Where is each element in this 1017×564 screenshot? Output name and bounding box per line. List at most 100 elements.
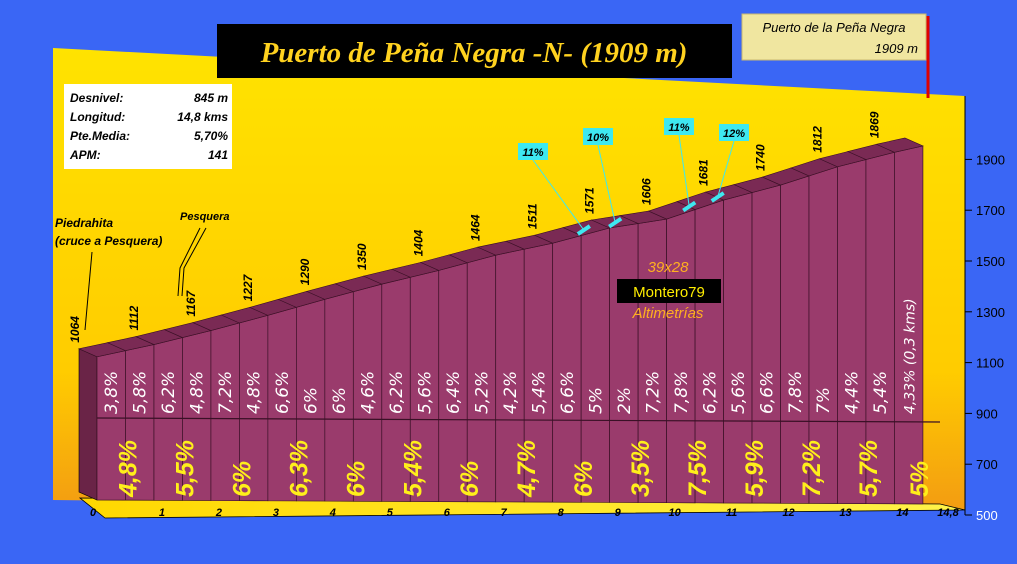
chart-title: Puerto de Peña Negra -N- (1909 m)	[260, 37, 688, 69]
segment-grade-label: 4,33% (0,3 kms)	[903, 298, 919, 414]
ramp-badge	[664, 118, 694, 135]
y-tick-label: 900	[976, 406, 998, 421]
km-grade-label: 6%	[228, 461, 256, 497]
segment-grade-label: 6,4%	[444, 371, 464, 414]
segment-grade-label: 6%	[302, 387, 322, 414]
summit-elevation: 1909 m	[875, 41, 919, 56]
elevation-label: 1869	[867, 111, 881, 138]
y-tick-label: 700	[976, 457, 998, 472]
elevation-label: 1064	[68, 316, 82, 343]
x-tick-label: 10	[668, 507, 681, 519]
profile-bar-top	[875, 137, 924, 153]
profile-side-wall	[78, 348, 98, 501]
stat-value: 5,70%	[194, 129, 228, 143]
stat-label: APM:	[69, 148, 101, 162]
elevation-label: 1290	[298, 258, 312, 285]
km-grade-label: 6%	[342, 461, 370, 497]
x-tick-label: 3	[273, 507, 279, 519]
title-box	[217, 24, 732, 78]
km-grade-label: 6%	[570, 461, 598, 497]
x-tick-label: 5	[387, 507, 394, 519]
stats-list: Desnivel: 845 m Longitud: 14,8 kms Pte.Media…	[69, 91, 228, 162]
x-tick-label: 14,8	[937, 507, 959, 519]
ramp-label: 12%	[723, 128, 745, 140]
x-tick-label: 1	[159, 507, 165, 519]
ramp-badge	[719, 124, 749, 141]
x-tick-label: 12	[782, 507, 794, 519]
km-grade-label: 7,2%	[798, 440, 826, 497]
ramp-pointer	[532, 159, 585, 231]
segment-grade-label: 7,2%	[643, 371, 663, 414]
segment-grade-label: 6,2%	[387, 371, 407, 414]
x-tick-label: 13	[839, 507, 851, 519]
y-tick-label: 1900	[976, 152, 1005, 167]
grade-band-separator	[96, 417, 941, 423]
x-tick-label: 14	[896, 507, 908, 519]
stat-label: Longitud:	[70, 110, 125, 124]
profile-top-surface	[78, 137, 924, 358]
stat-value: 845 m	[194, 91, 228, 105]
elevation-label: 1606	[640, 178, 654, 205]
segment-grade-label: 4,6%	[359, 371, 379, 414]
ramp-label: 11%	[668, 122, 689, 134]
segment-grade-label: 6,2%	[700, 371, 720, 414]
segment-grade-label: 7,2%	[216, 371, 236, 414]
summit-name: Puerto de la Peña Negra	[762, 20, 905, 35]
segment-grade-label: 7,8%	[786, 371, 806, 414]
profile-bars	[78, 145, 941, 505]
ramp-badge	[583, 128, 613, 145]
segment-grade-label: 5%	[586, 387, 606, 414]
km-grade-label: 6,3%	[285, 440, 313, 497]
segment-grade-label: 6%	[330, 387, 350, 414]
y-tick-label: 1500	[976, 254, 1005, 269]
segment-grade-label: 5,2%	[472, 371, 492, 414]
km-grade-label: 5,4%	[399, 440, 427, 497]
x-tick-label: 8	[558, 507, 565, 519]
summit-label-box	[741, 13, 927, 61]
segment-grade-label: 4,2%	[501, 371, 521, 414]
elevation-label: 1511	[526, 203, 540, 229]
segment-grade-label: 7%	[814, 387, 834, 414]
segment-grade-label: 6,6%	[757, 371, 777, 414]
segment-grade-labels: 3,8% 5,8% 6,2% 4,8% 7,2% 4,8% 6,6% 6% 6% 4,6% 6,2%…	[102, 298, 918, 414]
segment-grade-label: 5,6%	[729, 371, 749, 414]
elevation-label: 1681	[697, 159, 711, 186]
elevation-label: 1571	[583, 187, 597, 214]
km-grade-label: 5%	[906, 461, 934, 497]
steep-ramp-markers: 11% 10% 11% 12%	[518, 118, 749, 236]
segment-grade-label: 3,8%	[102, 371, 122, 414]
ramp-badge	[518, 143, 548, 160]
segment-grade-label: 6,6%	[558, 371, 578, 414]
km-grade-label: 7,5%	[684, 440, 712, 497]
elevation-label: 1404	[412, 229, 426, 256]
segment-grade-label: 4,8%	[188, 371, 208, 414]
x-tick-label: 2	[215, 507, 222, 519]
segment-grade-label: 6,2%	[159, 371, 179, 414]
ramp-pointer	[597, 144, 616, 223]
place-piedrahita-sub: (cruce a Pesquera)	[55, 234, 162, 248]
elevation-label: 1112	[127, 305, 141, 330]
x-tick-label: 6	[444, 507, 451, 519]
y-tick-label: 500	[976, 508, 998, 523]
segment-grade-label: 4,8%	[245, 371, 265, 414]
segment-grade-label: 4,4%	[843, 371, 863, 414]
credit-author-box	[617, 279, 721, 303]
x-tick-label: 0	[90, 507, 97, 519]
km-grade-label: 5,7%	[855, 440, 883, 497]
segment-grade-label: 6,6%	[273, 371, 293, 414]
segment-grade-label: 5,4%	[871, 371, 891, 414]
stats-box	[64, 84, 232, 169]
elevation-labels: 1064 1112 1167 1227 1290 1350 1404 1464 1511 1571…	[68, 111, 881, 342]
y-tick-label: 1100	[976, 356, 1004, 371]
x-tick-label: 9	[615, 507, 622, 519]
elevation-label: 1740	[754, 144, 768, 171]
elevation-label: 1464	[469, 214, 483, 241]
credit-author: Montero79	[633, 284, 705, 301]
ramp-label: 10%	[587, 132, 609, 144]
y-tick-label: 1700	[976, 203, 1005, 218]
elevation-label: 1227	[241, 273, 255, 301]
place-pesquera-pointer-2	[181, 227, 207, 297]
stat-value: 14,8 kms	[177, 110, 228, 124]
stat-label: Pte.Media:	[70, 129, 130, 143]
ramp-pointer	[717, 140, 735, 198]
